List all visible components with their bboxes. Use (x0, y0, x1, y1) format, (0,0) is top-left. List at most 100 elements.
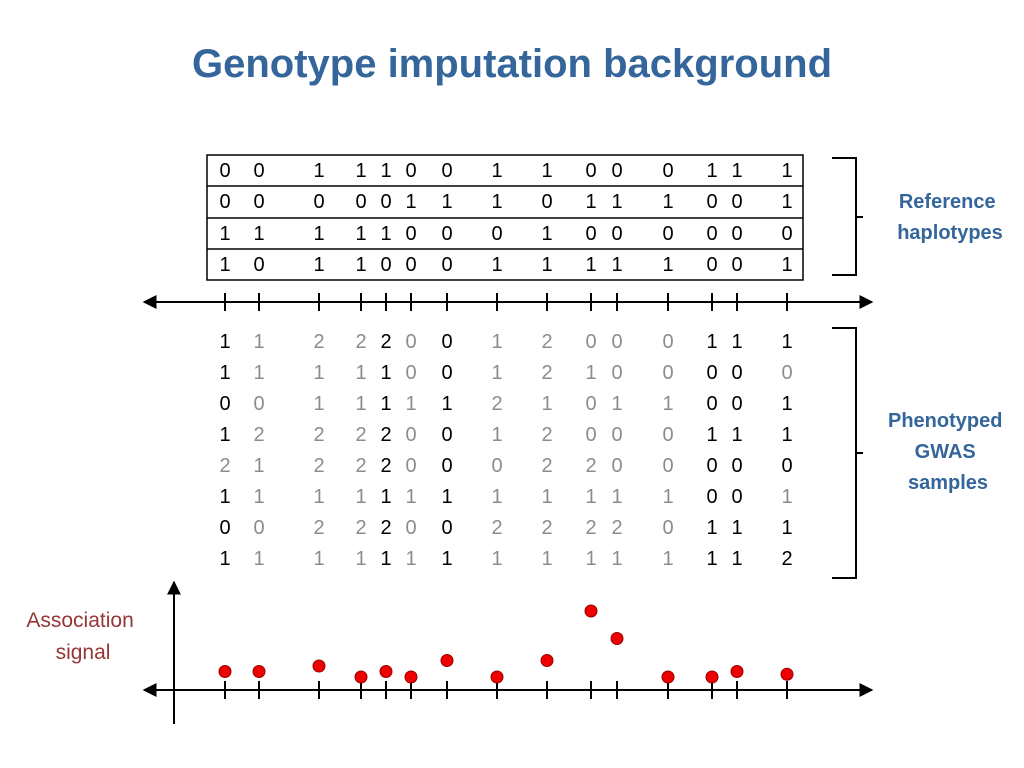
observed-genotype: 1 (441, 548, 452, 570)
gwas-genotype-grid: 1 1 2 2 2 0 0 1 2 0 0 0 1 1 11 1 1 1 1 0 0 1 2 1 0 0 0 0 00 0 1 1 1 1 1 2 1 0… (219, 331, 792, 570)
imputed-genotype: 1 (253, 548, 264, 570)
imputed-genotype: 1 (355, 362, 366, 384)
observed-genotype: 1 (731, 331, 742, 353)
reference-allele: 0 (541, 191, 552, 213)
observed-genotype: 1 (441, 393, 452, 415)
observed-genotype: 1 (706, 424, 717, 446)
observed-genotype: 1 (706, 517, 717, 539)
association-signal-point (354, 670, 368, 684)
imputed-genotype: 0 (405, 424, 416, 446)
observed-genotype: 1 (706, 548, 717, 570)
reference-allele: 0 (253, 191, 264, 213)
imputed-genotype: 0 (405, 362, 416, 384)
reference-allele: 0 (491, 223, 502, 245)
observed-genotype: 0 (706, 362, 717, 384)
reference-allele: 1 (662, 191, 673, 213)
association-signal-point (584, 604, 598, 618)
phenotyped-label-line: GWAS (915, 441, 976, 463)
imputed-genotype: 0 (662, 517, 673, 539)
reference-haplotypes-table: 0 0 1 1 1 0 0 1 1 0 0 0 1 1 10 0 0 0 0 1 1 1 0 1 1 1 0 0 11 1 1 1 1 0 0 0 1 0… (206, 154, 804, 281)
imputed-genotype: 1 (611, 393, 622, 415)
observed-genotype: 1 (219, 362, 230, 384)
observed-genotype: 0 (441, 424, 452, 446)
reference-allele: 1 (491, 191, 502, 213)
imputed-genotype: 0 (585, 331, 596, 353)
imputed-genotype: 2 (541, 424, 552, 446)
observed-genotype: 0 (781, 455, 792, 477)
reference-allele: 1 (355, 254, 366, 276)
reference-allele: 0 (380, 191, 391, 213)
association-signal-point (780, 667, 794, 681)
observed-genotype: 0 (441, 455, 452, 477)
reference-allele: 0 (731, 191, 742, 213)
reference-allele: 0 (253, 254, 264, 276)
reference-allele: 1 (405, 191, 416, 213)
reference-allele: 1 (541, 254, 552, 276)
gwas-bracket (832, 327, 857, 579)
reference-allele: 0 (405, 223, 416, 245)
imputed-genotype: 2 (253, 424, 264, 446)
imputed-genotype: 2 (585, 517, 596, 539)
imputed-genotype: 1 (313, 548, 324, 570)
observed-genotype: 0 (706, 393, 717, 415)
reference-allele: 0 (441, 160, 452, 182)
reference-allele: 0 (405, 160, 416, 182)
imputed-genotype: 2 (491, 517, 502, 539)
observed-genotype: 1 (380, 393, 391, 415)
observed-genotype: 1 (706, 331, 717, 353)
reference-allele: 0 (313, 191, 324, 213)
imputed-genotype: 1 (491, 362, 502, 384)
imputed-genotype: 1 (253, 486, 264, 508)
reference-allele: 0 (355, 191, 366, 213)
reference-allele: 1 (313, 254, 324, 276)
reference-allele: 1 (541, 223, 552, 245)
reference-label-line: Reference (899, 191, 996, 213)
reference-allele: 1 (253, 223, 264, 245)
observed-genotype: 2 (380, 517, 391, 539)
observed-genotype: 0 (731, 362, 742, 384)
imputed-genotype: 0 (585, 424, 596, 446)
observed-genotype: 1 (731, 548, 742, 570)
imputed-genotype: 1 (313, 486, 324, 508)
imputed-genotype: 0 (611, 362, 622, 384)
imputed-genotype: 2 (313, 455, 324, 477)
reference-allele: 0 (662, 223, 673, 245)
association-signal-point (705, 670, 719, 684)
imputed-genotype: 1 (781, 486, 792, 508)
imputed-genotype: 2 (585, 455, 596, 477)
reference-allele: 1 (313, 223, 324, 245)
reference-allele: 1 (611, 254, 622, 276)
observed-genotype: 0 (731, 455, 742, 477)
association-signal-point (730, 665, 744, 678)
observed-genotype: 1 (380, 548, 391, 570)
imputed-genotype: 1 (491, 331, 502, 353)
imputed-genotype: 0 (585, 393, 596, 415)
imputed-genotype: 0 (611, 455, 622, 477)
imputed-genotype: 0 (405, 455, 416, 477)
imputed-genotype: 2 (541, 362, 552, 384)
reference-allele: 1 (731, 160, 742, 182)
imputed-genotype: 2 (219, 455, 230, 477)
phenotyped-label-line: Phenotyped (888, 410, 1002, 432)
imputed-genotype: 2 (611, 517, 622, 539)
reference-allele: 0 (219, 191, 230, 213)
imputed-genotype: 1 (611, 548, 622, 570)
observed-genotype: 0 (706, 455, 717, 477)
imputed-genotype: 1 (491, 486, 502, 508)
association-signal-point (404, 670, 418, 684)
imputed-genotype: 1 (611, 486, 622, 508)
reference-allele: 1 (219, 254, 230, 276)
reference-allele: 0 (706, 254, 717, 276)
observed-genotype: 1 (781, 331, 792, 353)
reference-allele: 1 (781, 254, 792, 276)
imputed-genotype: 2 (313, 424, 324, 446)
imputed-genotype: 0 (405, 517, 416, 539)
imputed-genotype: 0 (611, 331, 622, 353)
imputed-genotype: 2 (541, 455, 552, 477)
reference-allele: 0 (380, 254, 391, 276)
reference-allele: 0 (706, 191, 717, 213)
imputed-genotype: 1 (662, 393, 673, 415)
observed-genotype: 1 (219, 486, 230, 508)
imputed-genotype: 1 (541, 548, 552, 570)
